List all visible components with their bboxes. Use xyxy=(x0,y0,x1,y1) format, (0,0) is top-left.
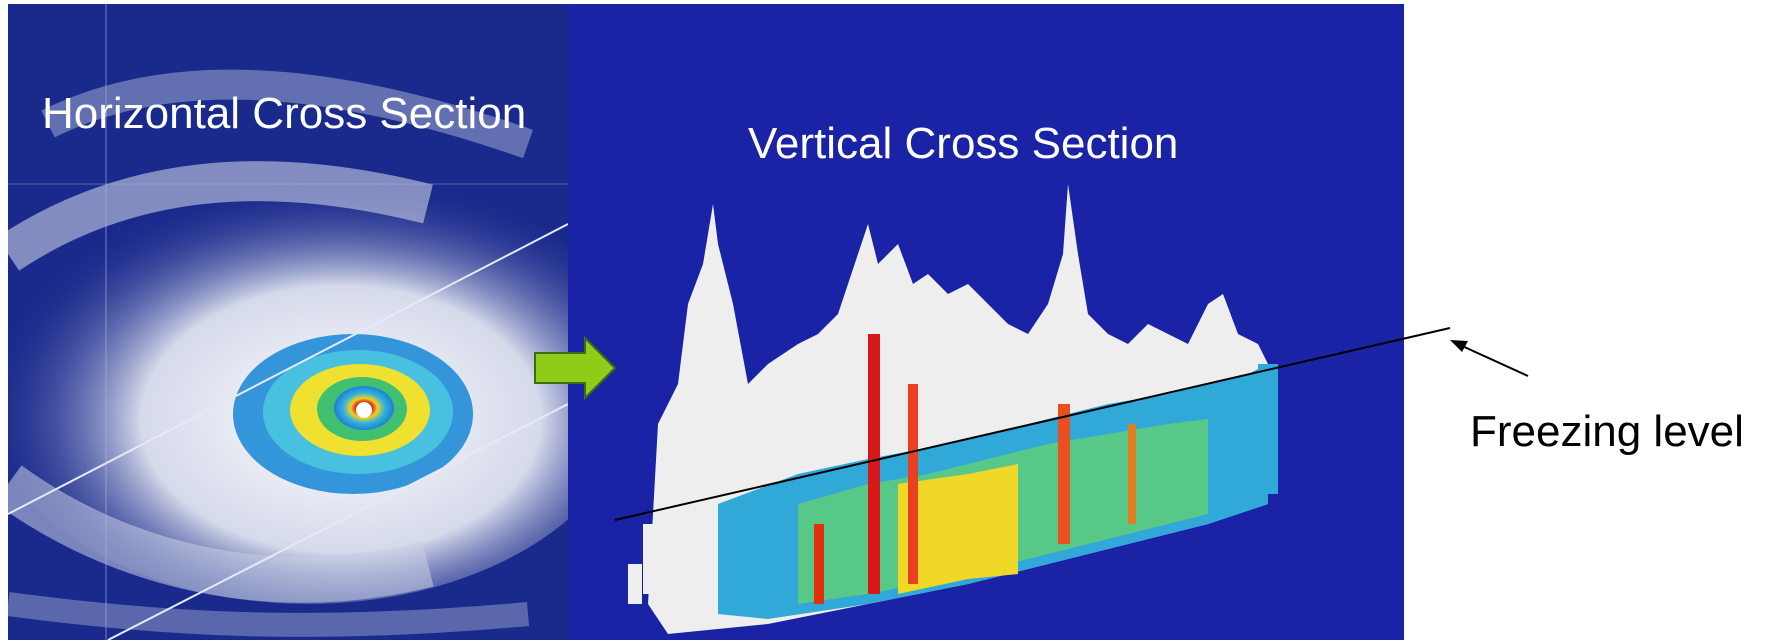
horizontal-cross-section-title: Horizontal Cross Section xyxy=(42,89,527,138)
vertical-cross-section-panel: Vertical Cross Section xyxy=(568,4,1404,640)
freezing-level-label: Freezing level xyxy=(1470,407,1744,456)
horizontal-cross-section-panel: Horizontal Cross Section xyxy=(8,4,568,640)
freezing-level-pointer xyxy=(1450,340,1529,377)
vertical-cross-section-title: Vertical Cross Section xyxy=(748,119,1179,168)
satellite-image xyxy=(8,4,568,640)
vertical-profile-image xyxy=(628,184,1278,634)
